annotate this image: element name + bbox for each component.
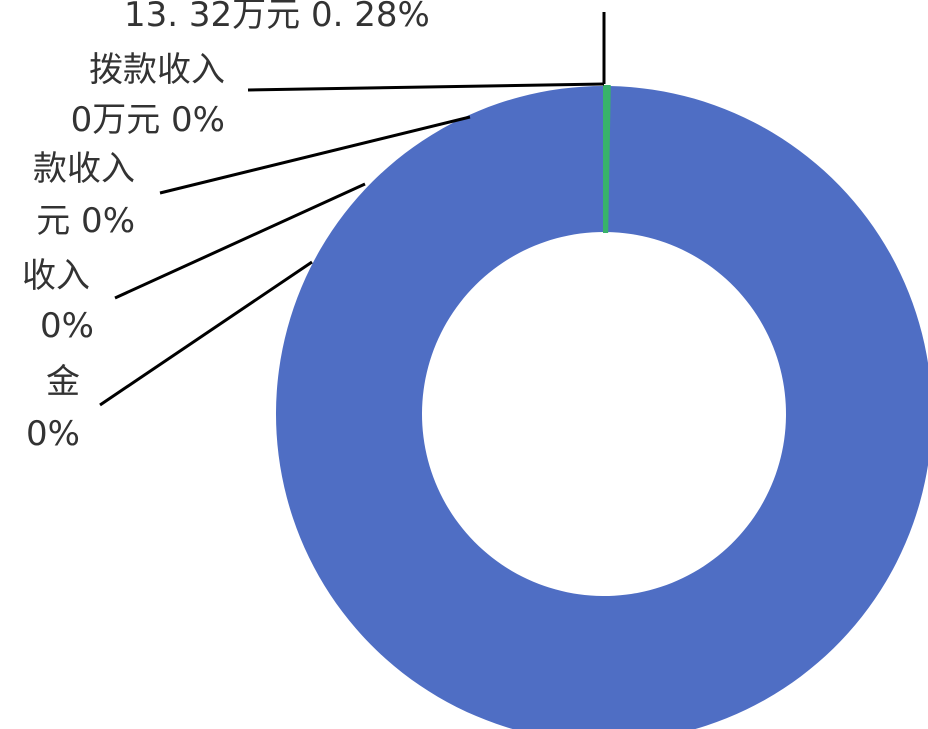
label-4-name: 金	[46, 362, 80, 402]
slice-thin	[603, 84, 611, 234]
leader-line-1	[247, 82, 605, 92]
label-3-name: 收入	[22, 256, 90, 296]
leader-line-3	[114, 182, 366, 300]
label-1-value: 0万元 0%	[71, 100, 225, 140]
label-2-value: 元 0%	[36, 201, 135, 241]
label-4-value: 0%	[26, 414, 80, 454]
label-top-value: 13. 32万元 0. 28%	[124, 0, 430, 35]
label-2-name: 款收入	[33, 149, 135, 189]
label-1-name: 拨款收入	[89, 50, 225, 90]
label-3-value: 0%	[40, 306, 94, 346]
slice-main	[276, 86, 928, 729]
leader-line-4	[99, 260, 313, 407]
leader-line-2	[159, 115, 471, 195]
